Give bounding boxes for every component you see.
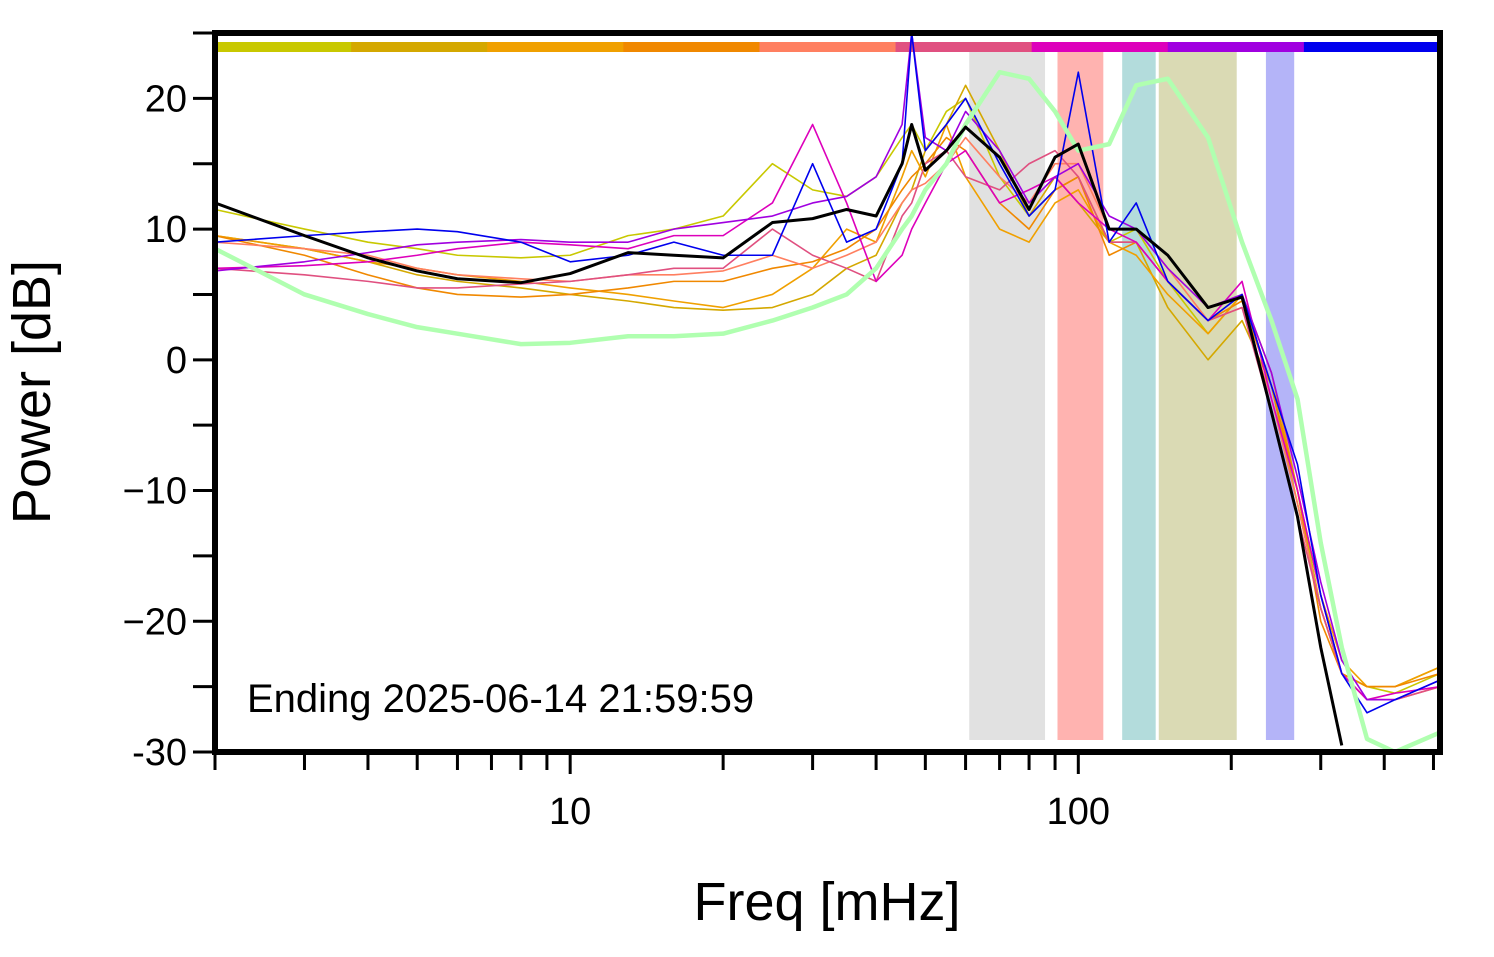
y-tick-label: 10 (145, 209, 187, 251)
y-tick-label: 20 (145, 78, 187, 120)
color-bar-segment (215, 42, 352, 52)
lines (215, 33, 1440, 752)
color-bar-segment (895, 42, 1033, 52)
band (1122, 52, 1156, 740)
series-line (215, 33, 1440, 701)
y-tick-label: −10 (123, 471, 187, 513)
y-tick-label: 0 (166, 340, 187, 382)
annotation: Ending 2025-06-14 21:59:59 (247, 677, 754, 721)
band (1057, 52, 1104, 740)
axes: -30 −20 −10 0 10 20 10 100 (123, 31, 1435, 833)
band (1158, 52, 1237, 740)
color-bar (215, 42, 1441, 52)
color-bar-segment (487, 42, 624, 52)
series-line (215, 97, 1440, 694)
color-bar-segment (759, 42, 897, 52)
series-line (215, 123, 1344, 746)
x-tick-label: 10 (549, 791, 591, 833)
y-axis-title: Power [dB] (2, 260, 62, 524)
color-bar-segment (351, 42, 488, 52)
plot-frame (212, 30, 1443, 755)
color-bar-segment (1167, 42, 1305, 52)
series-line (215, 69, 1440, 752)
series-line (215, 33, 1440, 714)
x-tick-label: 100 (1047, 791, 1110, 833)
y-tick-label: −20 (123, 601, 187, 643)
series-line (215, 123, 1440, 701)
color-bar-segment (623, 42, 760, 52)
series-line (215, 136, 1440, 688)
series-line (215, 84, 1440, 688)
bands (969, 52, 1295, 740)
series-line (215, 149, 1440, 701)
color-bar-segment (1031, 42, 1169, 52)
x-axis-title: Freq [mHz] (693, 872, 960, 932)
series-line (215, 123, 1440, 688)
color-bar-segment (1303, 42, 1441, 52)
series-line (215, 136, 1440, 701)
y-tick-label: -30 (132, 732, 187, 774)
